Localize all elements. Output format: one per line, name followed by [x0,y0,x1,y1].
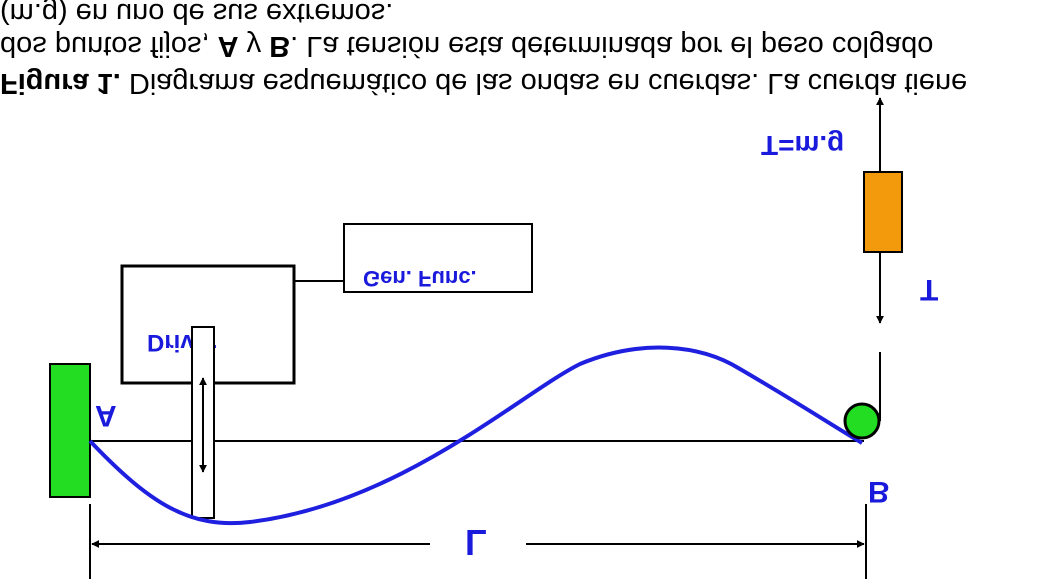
point-b-label: B [868,475,890,508]
function-generator-label: Gen. Func. [363,266,477,291]
pulley-b [843,402,881,440]
point-a-label: A [95,399,117,432]
tension-label: T [920,273,938,306]
length-label: L [465,522,487,563]
caption-line-1: Figura 1. Diagrama esquemático de las on… [0,67,967,99]
fixed-wall-a [49,363,91,498]
driver-box [120,264,296,385]
tension-formula-label: T=m.g [761,130,844,161]
function-generator-box [343,223,533,293]
hanging-mass [863,171,903,253]
standing-wave-string [88,345,864,526]
caption-line-3: (m.g) en uno de sus extremos. [0,0,393,29]
caption-line-2: dos puntos fijos, A y B. La tensión esta… [0,30,933,62]
